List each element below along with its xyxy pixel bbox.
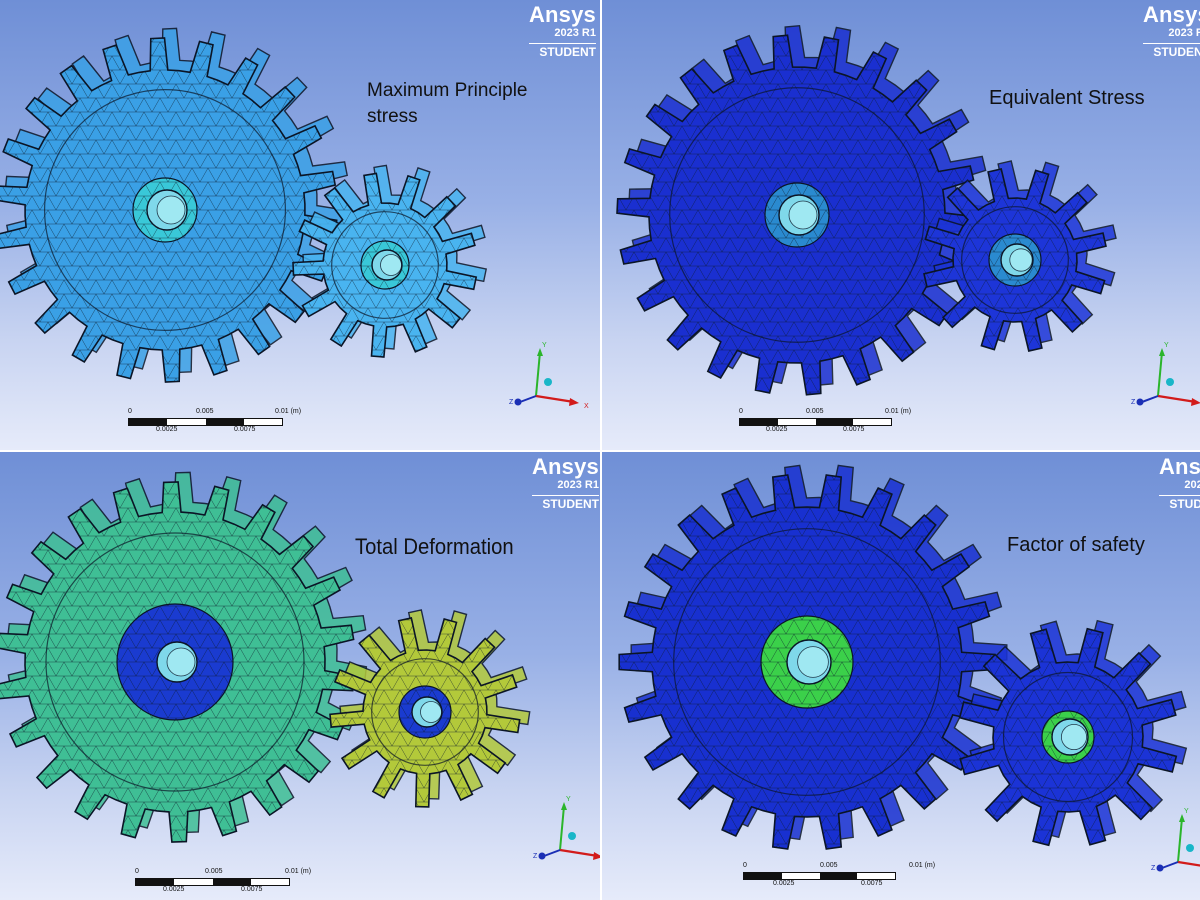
axis-z-label: Z: [1131, 399, 1136, 406]
axis-z-label: Z: [533, 853, 538, 860]
axis-z-label: Z: [1151, 865, 1156, 872]
scale-bar: 0 0.005 0.01 (m) 0.0025 0.0075: [739, 408, 912, 433]
axis-y-label: Y: [566, 796, 571, 803]
axis-y-label: Y: [1184, 808, 1189, 815]
large-gear: [0, 27, 350, 383]
pinion-gear: [923, 160, 1117, 352]
scale-bar: 0 0.005 0.01 (m) 0.0025 0.0075: [135, 868, 312, 893]
gear-model-view[interactable]: [602, 452, 1200, 900]
axis-z-label: Z: [509, 399, 514, 406]
large-gear: [618, 464, 1008, 850]
large-gear: [0, 471, 368, 843]
large-gear: [616, 24, 990, 396]
ansys-logo: Ansys 2023 R1 STUDENT: [528, 2, 596, 59]
axis-x-label: X: [584, 403, 589, 410]
result-label: Maximum Principle stress: [367, 80, 528, 127]
axis-y-label: Y: [1164, 342, 1169, 349]
ansys-logo: Ansys 2023 R1 STUDENT: [1142, 4, 1200, 58]
ansys-logo: Ansys 2023 R1 STUDENT: [531, 454, 599, 511]
gear-model-view[interactable]: [0, 0, 600, 450]
scale-bar: 0 0.005 0.01 (m) 0.0025 0.0075: [743, 862, 936, 887]
gear-model-view[interactable]: [0, 452, 600, 900]
axis-triad: YXZ: [1131, 342, 1200, 406]
pinion-gear: [292, 164, 488, 358]
scale-bar: 0 0.005 0.01 (m) 0.0025 0.0075: [128, 408, 302, 433]
axis-triad: YXZ: [1151, 808, 1200, 872]
axis-triad: Y X Z: [509, 342, 589, 410]
result-label: Total Deformation: [355, 534, 514, 559]
pinion-gear: [329, 609, 531, 808]
pinion-gear: [958, 619, 1188, 847]
panel-max-principal[interactable]: Ansys 2023 R1 STUDENT Maximum Principle s…: [0, 0, 600, 450]
panel-total-deformation[interactable]: Ansys 2023 R1 STUDENT Total Deformation …: [0, 452, 600, 900]
result-label: Equivalent Stress: [989, 87, 1145, 109]
panel-equivalent-stress[interactable]: Ansys 2023 R1 STUDENT Equivalent Stress …: [602, 0, 1200, 450]
gear-model-view[interactable]: [602, 0, 1200, 450]
ansys-logo: Ansys 2023 R1 STUDENT: [1158, 456, 1200, 510]
axis-y-label: Y: [542, 342, 547, 349]
result-label: Factor of safety: [1007, 534, 1145, 556]
panel-factor-of-safety[interactable]: Ansys 2023 R1 STUDENT Factor of safety Y…: [602, 452, 1200, 900]
axis-triad: YXZ: [533, 796, 600, 860]
